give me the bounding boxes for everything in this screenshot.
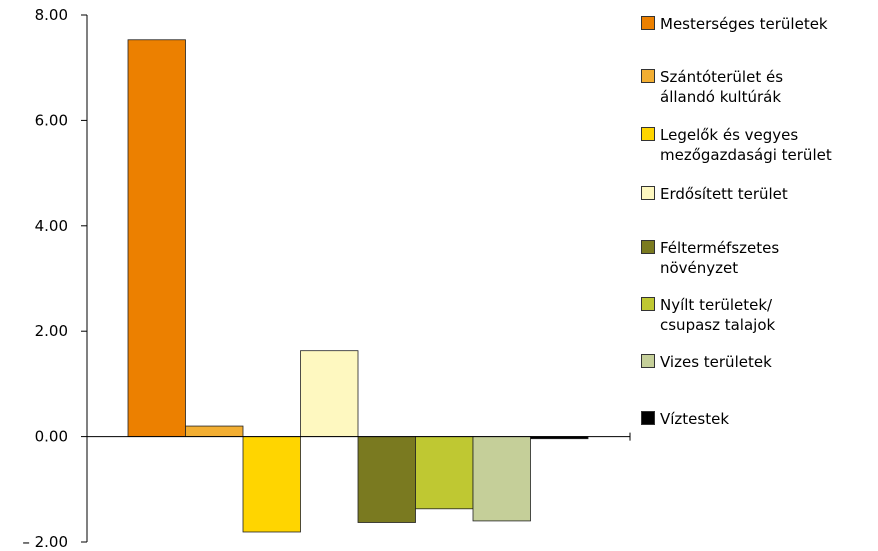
legend-label: Vizes területek [660,353,772,371]
legend-item-6: Nyílt területek/ csupasz talajok [641,295,775,335]
legend-swatch [641,69,655,83]
legend-item-2: Szántóterület és állandó kultúrák [641,67,783,107]
y-tick-label: 8.00 [35,6,68,24]
y-tick-label: 6.00 [35,111,68,129]
bar-1 [127,39,186,437]
legend-swatch [641,411,655,425]
legend-label: Nyílt területek/ csupasz talajok [660,296,776,334]
legend-label: Félterméfszetes növényzet [660,239,780,277]
legend-swatch [641,297,655,311]
legend: Mesterséges területek Szántóterület és ál… [641,0,878,551]
y-tick-label: – 2.00 [22,533,68,551]
y-tick-label: 0.00 [35,428,68,446]
legend-item-7: Vizes területek [641,352,772,372]
bar-7 [472,436,531,522]
legend-label: Erdősített terület [660,185,788,203]
legend-item-3: Legelők és vegyes mezőgazdasági terület [641,125,832,165]
y-tick-label: 2.00 [35,322,68,340]
legend-label: Szántóterület és állandó kultúrák [660,68,784,106]
axes-group: 8.00 6.00 4.00 2.00 0.00 – 2.00 [22,6,631,551]
y-tick-label: 4.00 [35,217,68,235]
bar-chart: 8.00 6.00 4.00 2.00 0.00 – 2.00 [22,6,631,551]
bar-2 [185,425,244,437]
bars-group [127,39,589,533]
legend-label: Legelők és vegyes mezőgazdasági terület [660,126,832,164]
legend-swatch [641,127,655,141]
legend-label: Víztestek [660,410,730,428]
bar-5 [357,436,416,523]
legend-label: Mesterséges területek [660,15,828,33]
bar-6 [415,436,474,510]
bar-4 [300,350,359,438]
legend-swatch [641,16,655,30]
legend-swatch [641,186,655,200]
legend-item-5: Félterméfszetes növényzet [641,238,779,278]
legend-item-1: Mesterséges területek [641,14,828,34]
legend-swatch [641,240,655,254]
bar-3 [242,436,301,533]
legend-item-4: Erdősített terület [641,184,788,204]
legend-item-8: Víztestek [641,409,729,429]
legend-swatch [641,354,655,368]
